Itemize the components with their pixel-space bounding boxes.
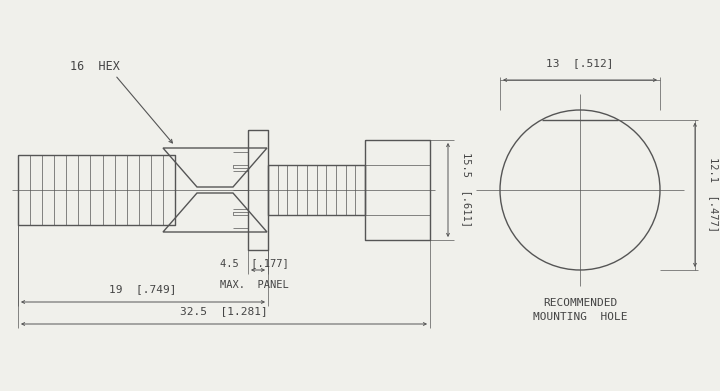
Text: 12.1  [.477]: 12.1 [.477]	[709, 157, 719, 232]
Text: 19  [.749]: 19 [.749]	[109, 284, 176, 294]
Text: 13  [.512]: 13 [.512]	[546, 58, 613, 68]
Text: MAX.  PANEL: MAX. PANEL	[220, 280, 289, 290]
Text: 4.5  [.177]: 4.5 [.177]	[220, 258, 289, 268]
Text: 32.5  [1.281]: 32.5 [1.281]	[180, 306, 268, 316]
Text: 16  HEX: 16 HEX	[70, 61, 120, 74]
Text: RECOMMENDED: RECOMMENDED	[543, 298, 617, 308]
Text: MOUNTING  HOLE: MOUNTING HOLE	[533, 312, 627, 322]
Text: 15.5  [.611]: 15.5 [.611]	[462, 152, 472, 228]
